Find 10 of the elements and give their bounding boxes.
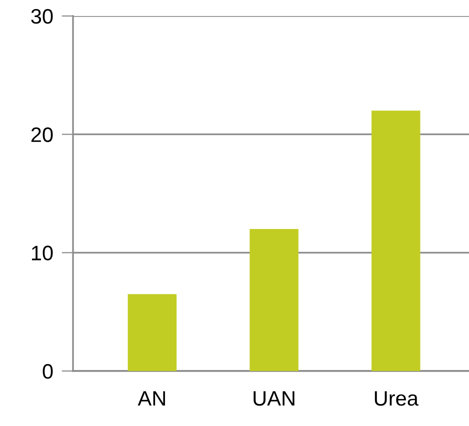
x-tick-label: AN — [138, 391, 165, 406]
bar — [372, 110, 420, 371]
y-tick-label: 30 — [31, 9, 53, 24]
y-tick-label: 0 — [42, 364, 53, 379]
bar — [250, 229, 298, 371]
bar — [128, 294, 177, 371]
y-tick-label: 20 — [31, 127, 53, 142]
x-tick-label: Urea — [374, 391, 418, 406]
y-tick-label: 10 — [32, 246, 53, 260]
x-tick-label: UAN — [254, 391, 294, 406]
